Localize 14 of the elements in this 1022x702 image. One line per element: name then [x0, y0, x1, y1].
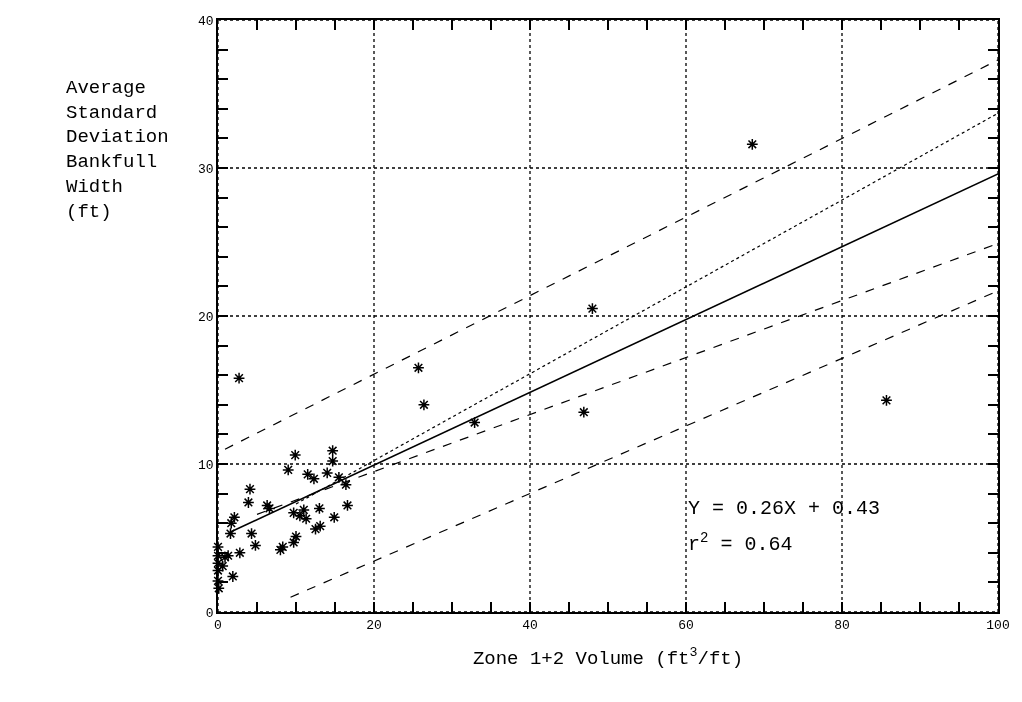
x-axis-title: Zone 1+2 Volume (ft$^{3}$/ft)	[472, 644, 744, 670]
y-tick-label: 10	[198, 457, 214, 473]
x-tick-label: 60	[678, 618, 694, 634]
y-tick-label: 20	[198, 309, 214, 325]
y-tick-label: 30	[198, 161, 214, 177]
y-tick-label: 40	[198, 13, 214, 29]
x-tick-label: 100	[986, 618, 1010, 634]
y-tick-label: 0	[205, 605, 214, 621]
annotation: r$^{2}$ = 0.64	[688, 530, 793, 557]
x-tick-label: 20	[366, 618, 382, 634]
y-axis-title: Average Standard Deviation Bankfull Width (ft)	[66, 77, 169, 223]
annotation: Y = 0.26X + 0.43	[688, 497, 881, 520]
x-tick-label: 40	[522, 618, 538, 634]
x-tick-label: 80	[834, 618, 850, 634]
